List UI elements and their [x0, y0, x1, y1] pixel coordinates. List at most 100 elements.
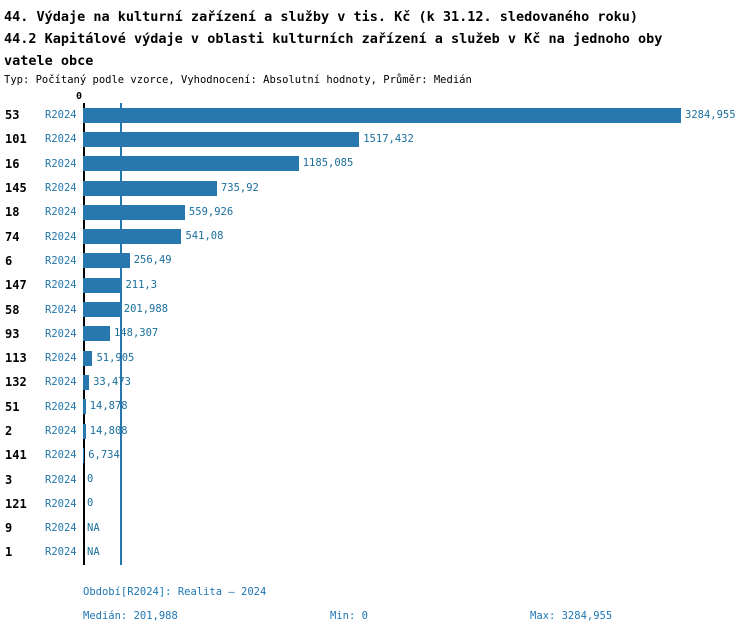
row-period-label: R2024: [45, 425, 77, 437]
bar[interactable]: [83, 399, 86, 415]
row-period-label: R2024: [45, 449, 77, 462]
axis-zero-label: 0: [76, 91, 83, 102]
title-line-3: vatele obce: [4, 53, 94, 69]
row-period-label: R2024: [45, 206, 77, 219]
bar-track: 14,878: [83, 399, 750, 415]
bar[interactable]: [83, 253, 130, 269]
bar-value-label: 0: [87, 497, 94, 510]
plot-area: 53 R2024 3284,955 101 R2024 1517,432 1 6 …: [0, 103, 750, 565]
bar-track: 6,734: [83, 447, 750, 463]
row-period-label: R2024: [45, 279, 77, 292]
row-period-label: R2024: [45, 133, 77, 146]
row-period-label: R2024: [45, 497, 77, 510]
footer-period: Období[R2024]: Realita – 2024: [83, 586, 267, 598]
chart-row: 9 R2024 NA: [0, 516, 750, 540]
row-id-label: 2: [5, 424, 13, 438]
bar-track: NA: [83, 521, 750, 536]
chart-footer: Období[R2024]: Realita – 2024 Medián: 20…: [0, 583, 750, 623]
bar-track: NA: [83, 545, 750, 560]
bar-value-label: 33,473: [93, 375, 132, 388]
bar[interactable]: [83, 423, 86, 439]
bar[interactable]: [83, 350, 93, 366]
chart-row: 113 R2024 51,905: [0, 346, 750, 370]
bar-value-label: 51,905: [96, 351, 135, 364]
chart-rows: 53 R2024 3284,955 101 R2024 1517,432 1 6 …: [0, 103, 750, 565]
chart-row: 132 R2024 33,473: [0, 370, 750, 394]
row-period-label: R2024: [45, 522, 77, 535]
row-period-label: R2024: [45, 230, 77, 243]
bar[interactable]: [83, 180, 217, 196]
bar-track: 3284,955: [83, 107, 750, 123]
title-line-1: 44. Výdaje na kulturní zařízení a služby…: [4, 9, 638, 25]
row-period-label: R2024: [45, 157, 77, 170]
bar-value-label: 6,734: [88, 448, 120, 461]
bar-value-label: 1517,432: [363, 132, 414, 145]
chart-row: 2 R2024 14,808: [0, 419, 750, 443]
bar-value-label: 14,878: [89, 400, 128, 413]
bar-value-label: 1185,085: [302, 157, 354, 170]
row-id-label: 101: [5, 132, 27, 147]
chart-subtitle: Typ: Počítaný podle vzorce, Vyhodnocení:…: [4, 74, 472, 86]
row-id-label: 141: [5, 448, 27, 463]
chart-row: 6 R2024 256,49: [0, 249, 750, 273]
bar[interactable]: [83, 447, 85, 463]
row-id-label: 9: [5, 521, 13, 536]
bar[interactable]: [83, 131, 360, 147]
row-id-label: 145: [5, 181, 27, 196]
bar[interactable]: [83, 374, 90, 390]
row-id-label: 1: [5, 545, 13, 560]
row-id-label: 6: [5, 253, 13, 268]
bar-track: 1185,085: [83, 156, 750, 172]
chart-row: 74 R2024 541,08: [0, 224, 750, 248]
chart-row: 145 R2024 735,92: [0, 176, 750, 200]
row-id-label: 121: [5, 496, 27, 511]
bar[interactable]: [83, 204, 185, 220]
bar[interactable]: [83, 302, 120, 318]
bar-track: 0: [83, 496, 750, 511]
bar-track: 51,905: [83, 350, 750, 366]
chart-row: 147 R2024 211,3: [0, 273, 750, 297]
bar-value-label: 256,49: [133, 254, 172, 267]
bar-value-label: 148,307: [113, 327, 159, 340]
bar-track: 541,08: [83, 229, 750, 245]
row-id-label: 16: [5, 156, 20, 171]
chart-row: 58 R2024 201,988: [0, 297, 750, 321]
chart-row: 3 R2024 0: [0, 467, 750, 491]
chart-row: 101 R2024 1517,432: [0, 127, 750, 151]
row-id-label: 3: [5, 472, 13, 487]
row-period-label: R2024: [45, 327, 77, 340]
row-period-label: R2024: [45, 473, 77, 486]
bar-value-label: 541,08: [185, 230, 224, 243]
bar-track: 211,3: [83, 277, 750, 293]
bar-value-label: 0: [87, 473, 94, 486]
chart-row: 51 R2024 14,878: [0, 395, 750, 419]
median-line: [119, 103, 122, 565]
bar[interactable]: [83, 326, 110, 342]
chart-row: 141 R2024 6,734: [0, 443, 750, 467]
bar[interactable]: [83, 229, 182, 245]
row-period-label: R2024: [45, 352, 77, 365]
chart-row: 121 R2024 0: [0, 492, 750, 516]
bar-chart: 0 53 R2024 3284,955 101 R2024 1517,432 1…: [0, 90, 750, 565]
bar-track: 33,473: [83, 374, 750, 390]
bar[interactable]: [83, 277, 122, 293]
bar-track: 14,808: [83, 423, 750, 439]
bar[interactable]: [83, 156, 299, 172]
bar-value-label: 3284,955: [685, 108, 736, 121]
bar-value-label: 201,988: [123, 303, 169, 316]
row-period-label: R2024: [45, 400, 77, 413]
row-id-label: 53: [5, 108, 20, 123]
bar-track: 201,988: [83, 302, 750, 318]
bar-track: 256,49: [83, 253, 750, 269]
row-id-label: 74: [5, 229, 20, 244]
bar[interactable]: [83, 107, 681, 123]
bar-value-label: 14,808: [89, 424, 128, 437]
bar-value-label: NA: [87, 521, 100, 534]
title-line-2: 44.2 Kapitálové výdaje v oblasti kulturn…: [4, 31, 663, 47]
row-period-label: R2024: [45, 376, 77, 389]
row-period-label: R2024: [45, 254, 77, 267]
footer-median: Medián: 201,988: [83, 610, 178, 622]
bar-track: 0: [83, 472, 750, 487]
row-id-label: 147: [5, 278, 27, 293]
row-id-label: 113: [5, 351, 27, 366]
